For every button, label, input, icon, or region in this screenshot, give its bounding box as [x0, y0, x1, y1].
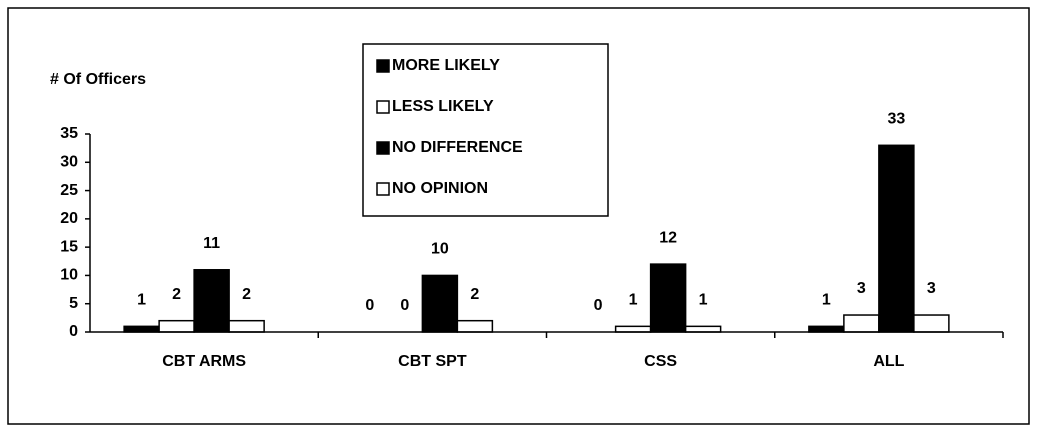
value-label: 1	[822, 292, 831, 309]
value-label: 0	[400, 297, 409, 314]
y-tick-label: 5	[69, 295, 78, 312]
y-axis-label: # Of Officers	[50, 71, 146, 88]
value-label: 3	[857, 280, 866, 297]
bar	[649, 263, 687, 333]
value-label: 1	[137, 292, 146, 309]
legend-label: LESS LIKELY	[392, 98, 494, 115]
value-label: 11	[203, 235, 220, 252]
legend-label: NO OPINION	[392, 180, 488, 197]
y-tick-label: 20	[60, 210, 78, 227]
x-tick-label: CBT ARMS	[162, 353, 246, 370]
y-tick-label: 35	[60, 125, 78, 142]
bar	[193, 269, 230, 333]
value-label: 33	[887, 111, 905, 128]
bar	[878, 144, 915, 333]
legend-swatch	[376, 59, 390, 73]
bar	[456, 319, 494, 333]
value-label: 1	[699, 292, 708, 309]
value-label: 2	[242, 286, 251, 303]
bar	[913, 314, 950, 333]
value-label: 2	[172, 286, 181, 303]
legend-label: MORE LIKELY	[392, 57, 500, 74]
legend-label: NO DIFFERENCE	[392, 139, 523, 156]
value-label: 10	[431, 241, 449, 258]
y-tick-label: 25	[60, 182, 78, 199]
x-tick-label: ALL	[873, 353, 904, 370]
x-tick-label: CBT SPT	[398, 353, 467, 370]
bar	[421, 274, 459, 333]
bar	[158, 319, 195, 333]
bar	[808, 325, 845, 333]
bar	[123, 325, 160, 333]
x-tick-label: CSS	[644, 353, 677, 370]
value-label: 12	[659, 229, 677, 246]
value-label: 2	[470, 286, 479, 303]
value-label: 0	[594, 297, 603, 314]
y-tick-label: 0	[69, 323, 78, 340]
y-tick-label: 15	[60, 238, 78, 255]
bar	[228, 319, 265, 333]
value-label: 3	[927, 280, 936, 297]
value-label: 0	[365, 297, 374, 314]
bar	[843, 314, 880, 333]
legend-swatch	[376, 141, 390, 155]
legend-swatch	[376, 100, 390, 114]
y-tick-label: 30	[60, 154, 78, 171]
bar	[684, 325, 722, 333]
bar	[614, 325, 652, 333]
value-label: 1	[629, 292, 638, 309]
y-tick-label: 10	[60, 267, 78, 284]
legend-swatch	[376, 182, 390, 196]
legend-box	[362, 43, 609, 217]
